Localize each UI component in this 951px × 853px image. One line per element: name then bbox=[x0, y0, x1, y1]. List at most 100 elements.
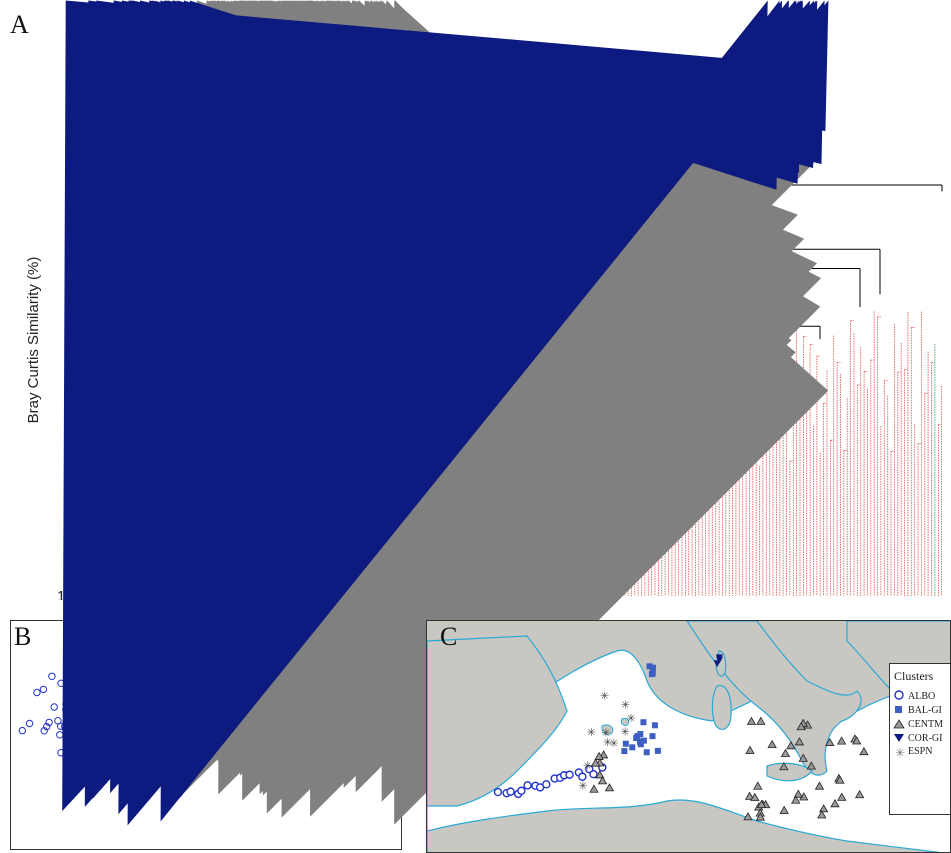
y-tick-label: 20 bbox=[65, 74, 82, 91]
map-point-centm bbox=[852, 736, 862, 745]
y-tick-label: 90 bbox=[65, 524, 82, 541]
y-tick-label: 50 bbox=[65, 267, 82, 284]
iberian-peninsula bbox=[427, 635, 568, 807]
panel-a-letter: A bbox=[10, 10, 29, 39]
map-point-espn: ✳ bbox=[626, 712, 635, 725]
map-point-centm bbox=[756, 799, 767, 809]
map-point-espn: ✳ bbox=[583, 759, 592, 772]
map-point-albo bbox=[565, 770, 574, 779]
map-point-centm bbox=[597, 776, 608, 785]
map-point-centm bbox=[837, 792, 847, 801]
map-point-albo bbox=[578, 772, 587, 781]
legend-bal: BAL-GI bbox=[908, 705, 942, 716]
map-point-bal bbox=[640, 719, 647, 726]
map-point-bal bbox=[622, 740, 629, 747]
map-point-centm bbox=[743, 812, 753, 821]
map-point-centm bbox=[744, 791, 755, 800]
map-point-centm bbox=[796, 721, 806, 731]
legend-centm-marker bbox=[893, 719, 905, 729]
map-point-centm bbox=[767, 739, 777, 749]
map-point-espn: ✳ bbox=[578, 780, 587, 793]
clade-label-b: b bbox=[366, 138, 378, 163]
map-point-albo bbox=[506, 787, 515, 796]
map-legend: Clusters ALBO BAL-GI CENTM COR-GI ✳ ESPN bbox=[889, 663, 950, 815]
north-africa bbox=[427, 799, 941, 852]
map-point-bal bbox=[633, 734, 640, 741]
map-point-bal bbox=[629, 744, 636, 751]
map-points: ✳✳✳✳✳✳✳✳ ✳✳ bbox=[493, 654, 869, 821]
map-point-espn: ✳ bbox=[603, 736, 612, 749]
map-point-bal bbox=[654, 747, 661, 754]
map-svg: ✳✳✳✳✳✳✳✳ ✳✳ bbox=[427, 621, 950, 852]
map-point-centm bbox=[786, 741, 796, 750]
y-tick-label: 70 bbox=[65, 395, 82, 412]
map-point-bal bbox=[637, 741, 644, 748]
map-point-albo bbox=[523, 781, 532, 790]
map-point-centm bbox=[780, 748, 791, 757]
map-point-centm bbox=[753, 781, 763, 790]
map-point-centm bbox=[589, 784, 599, 793]
map-point-centm bbox=[806, 761, 817, 770]
map-point-bal bbox=[643, 749, 650, 756]
map-point-centm bbox=[756, 716, 766, 725]
map-point-centm bbox=[825, 737, 835, 746]
legend-albo-marker bbox=[894, 690, 904, 700]
y-tick-label: 80 bbox=[65, 460, 82, 477]
map-point-centm bbox=[595, 770, 605, 779]
map-point-espn: ✳ bbox=[621, 699, 630, 712]
map-point-centm bbox=[590, 758, 601, 767]
map-point-bal bbox=[637, 731, 644, 738]
map-point-centm bbox=[836, 736, 847, 745]
map-point-bal bbox=[651, 722, 658, 729]
legend-espn: ESPN bbox=[908, 746, 932, 757]
legend-espn-marker: ✳ bbox=[895, 746, 905, 760]
map-point-centm bbox=[859, 746, 869, 756]
map-point-bal bbox=[640, 737, 647, 744]
map-point-albo bbox=[589, 769, 598, 779]
map-point-espn: ✳ bbox=[600, 690, 609, 703]
map-point-centm bbox=[793, 789, 804, 798]
map-point-centm bbox=[779, 805, 789, 814]
map-panel: ✳ ✳ ✳ ✳ ✳ ✳ ✳ ✳ ✳ ✳ Clusters ALBO BAL-GI CENTM CO… bbox=[426, 620, 951, 853]
map-point-centm bbox=[817, 810, 827, 819]
map-point-centm bbox=[594, 751, 604, 760]
map-point-espn: ✳ bbox=[609, 737, 618, 750]
legend-title: Clusters bbox=[894, 669, 934, 683]
map-point-bal bbox=[649, 733, 656, 740]
map-point-centm bbox=[818, 804, 829, 813]
leaf-lines bbox=[101, 307, 942, 596]
map-point-espn: ✳ bbox=[620, 725, 629, 738]
panel-b-letter: B bbox=[14, 622, 32, 651]
branch-lines bbox=[103, 94, 943, 365]
clade-label-a: a bbox=[165, 90, 178, 115]
map-point-centm bbox=[746, 716, 757, 725]
map-point-albo bbox=[517, 786, 526, 795]
map-point-centm bbox=[854, 789, 865, 799]
map-point-bal bbox=[649, 664, 656, 671]
legend-albo: ALBO bbox=[908, 691, 935, 702]
y-tick-label: 60 bbox=[65, 331, 82, 348]
legend-cor: COR-GI bbox=[908, 733, 942, 744]
map-point-bal bbox=[621, 748, 628, 755]
map-point-albo bbox=[493, 787, 503, 797]
sicily bbox=[766, 762, 813, 782]
map-point-centm bbox=[791, 795, 801, 804]
y-tick-label: 40 bbox=[65, 203, 82, 220]
map-point-centm bbox=[798, 753, 808, 762]
y-tick-label: 100 bbox=[57, 588, 82, 600]
map-point-espn: ✳ bbox=[587, 726, 596, 739]
map-point-bal bbox=[649, 670, 656, 677]
map-point-albo bbox=[542, 780, 551, 789]
map-point-centm bbox=[835, 775, 845, 784]
y-axis-title: Bray Curtis Similarity (%) bbox=[25, 257, 42, 424]
balearic-islands bbox=[601, 718, 630, 736]
legend-centm: CENTM bbox=[908, 719, 943, 730]
map-point-centm bbox=[598, 750, 609, 759]
y-axis: 10 20 30 40 50 60 70 80 90 100 bbox=[57, 10, 93, 600]
map-point-centm bbox=[794, 737, 805, 746]
map-point-centm bbox=[814, 781, 825, 790]
map-point-centm bbox=[755, 812, 766, 821]
sardinia bbox=[711, 685, 732, 730]
map-point-bal bbox=[646, 663, 653, 670]
map-point-centm bbox=[779, 761, 789, 771]
